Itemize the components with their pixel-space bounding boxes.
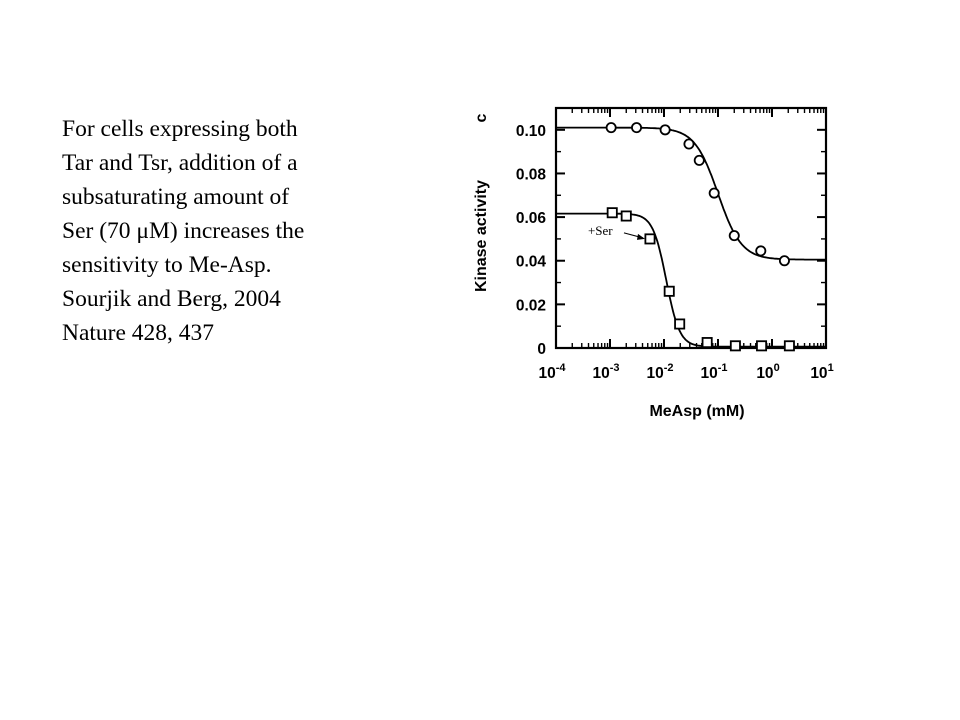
x-axis-title: MeAsp (mM) [649,403,744,420]
y-axis-title: Kinase activity [473,180,490,292]
x-tick-label-exponent: 1 [828,362,834,374]
data-point-square [729,340,741,352]
caption-line: For cells expressing both [62,116,298,142]
x-tick-label: 10-3 [592,362,619,382]
y-tick-label: 0.10 [516,123,546,140]
kinase-activity-chart: 10-4 10-3 10-2 10-1 100 10100.020.040.060.080… [473,106,834,420]
data-point-square [620,210,632,222]
x-tick-label-exponent: -4 [556,362,567,374]
data-point-circle [631,122,643,134]
caption-line: Tar and Tsr, addition of a [62,150,298,176]
data-point-circle [683,138,695,150]
caption-line: Nature 428, 437 [62,320,215,346]
panel-label: c [473,113,490,122]
x-tick-label-base: 10 [646,365,663,382]
x-tick-label-base: 10 [810,365,827,382]
data-point-square [644,233,656,245]
annotation-arrow-head [636,233,645,240]
x-tick-label: 10-1 [700,362,727,382]
x-tick-label: 10-4 [538,362,566,382]
data-point-square [663,285,675,297]
data-point-square [674,318,686,330]
x-tick-label-base: 10 [538,365,555,382]
caption-line: sensitivity to Me-Asp. [62,252,272,278]
y-tick-label: 0.02 [516,297,546,314]
plot-frame [554,106,828,350]
data-point-square [783,340,795,352]
series-annotation: +Ser [588,223,613,238]
x-tick-label-base: 10 [756,365,773,382]
x-tick-label-base: 10 [700,365,717,382]
x-tick-label-exponent: -1 [718,362,728,374]
data-points-group [605,122,795,352]
y-tick-label: 0.08 [516,166,547,183]
caption-line: Sourjik and Berg, 2004 [62,286,281,312]
y-tick-label: 0.06 [516,210,547,227]
data-point-circle [755,245,767,257]
data-point-circle [708,187,720,199]
x-tick-label: 100 [756,362,779,382]
fit-curve-series-2 [556,212,826,348]
x-tick-label: 10-2 [646,362,673,382]
x-tick-label-exponent: -3 [610,362,620,374]
chart-text-group: 10-4 10-3 10-2 10-1 100 10100.020.040.060.080… [473,113,834,420]
data-point-circle [778,255,790,267]
chart-frame-group [554,106,828,350]
x-tick-label: 101 [810,362,833,382]
data-point-circle [659,124,671,136]
data-point-square [701,337,713,349]
data-point-square [756,340,768,352]
data-point-circle [728,230,740,242]
data-point-circle [605,122,617,134]
x-tick-label-exponent: 0 [774,362,780,374]
caption-line: subsaturating amount of [62,184,290,210]
y-tick-label: 0.04 [516,254,547,271]
caption-text: For cells expressing both Tar and Tsr, ad… [62,112,422,350]
x-tick-label-base: 10 [592,365,609,382]
caption-line: Ser (70 μM) increases the [62,218,305,244]
x-tick-label-exponent: -2 [664,362,674,374]
data-point-square [606,207,618,219]
data-point-circle [693,154,705,166]
y-tick-label: 0 [537,341,546,358]
